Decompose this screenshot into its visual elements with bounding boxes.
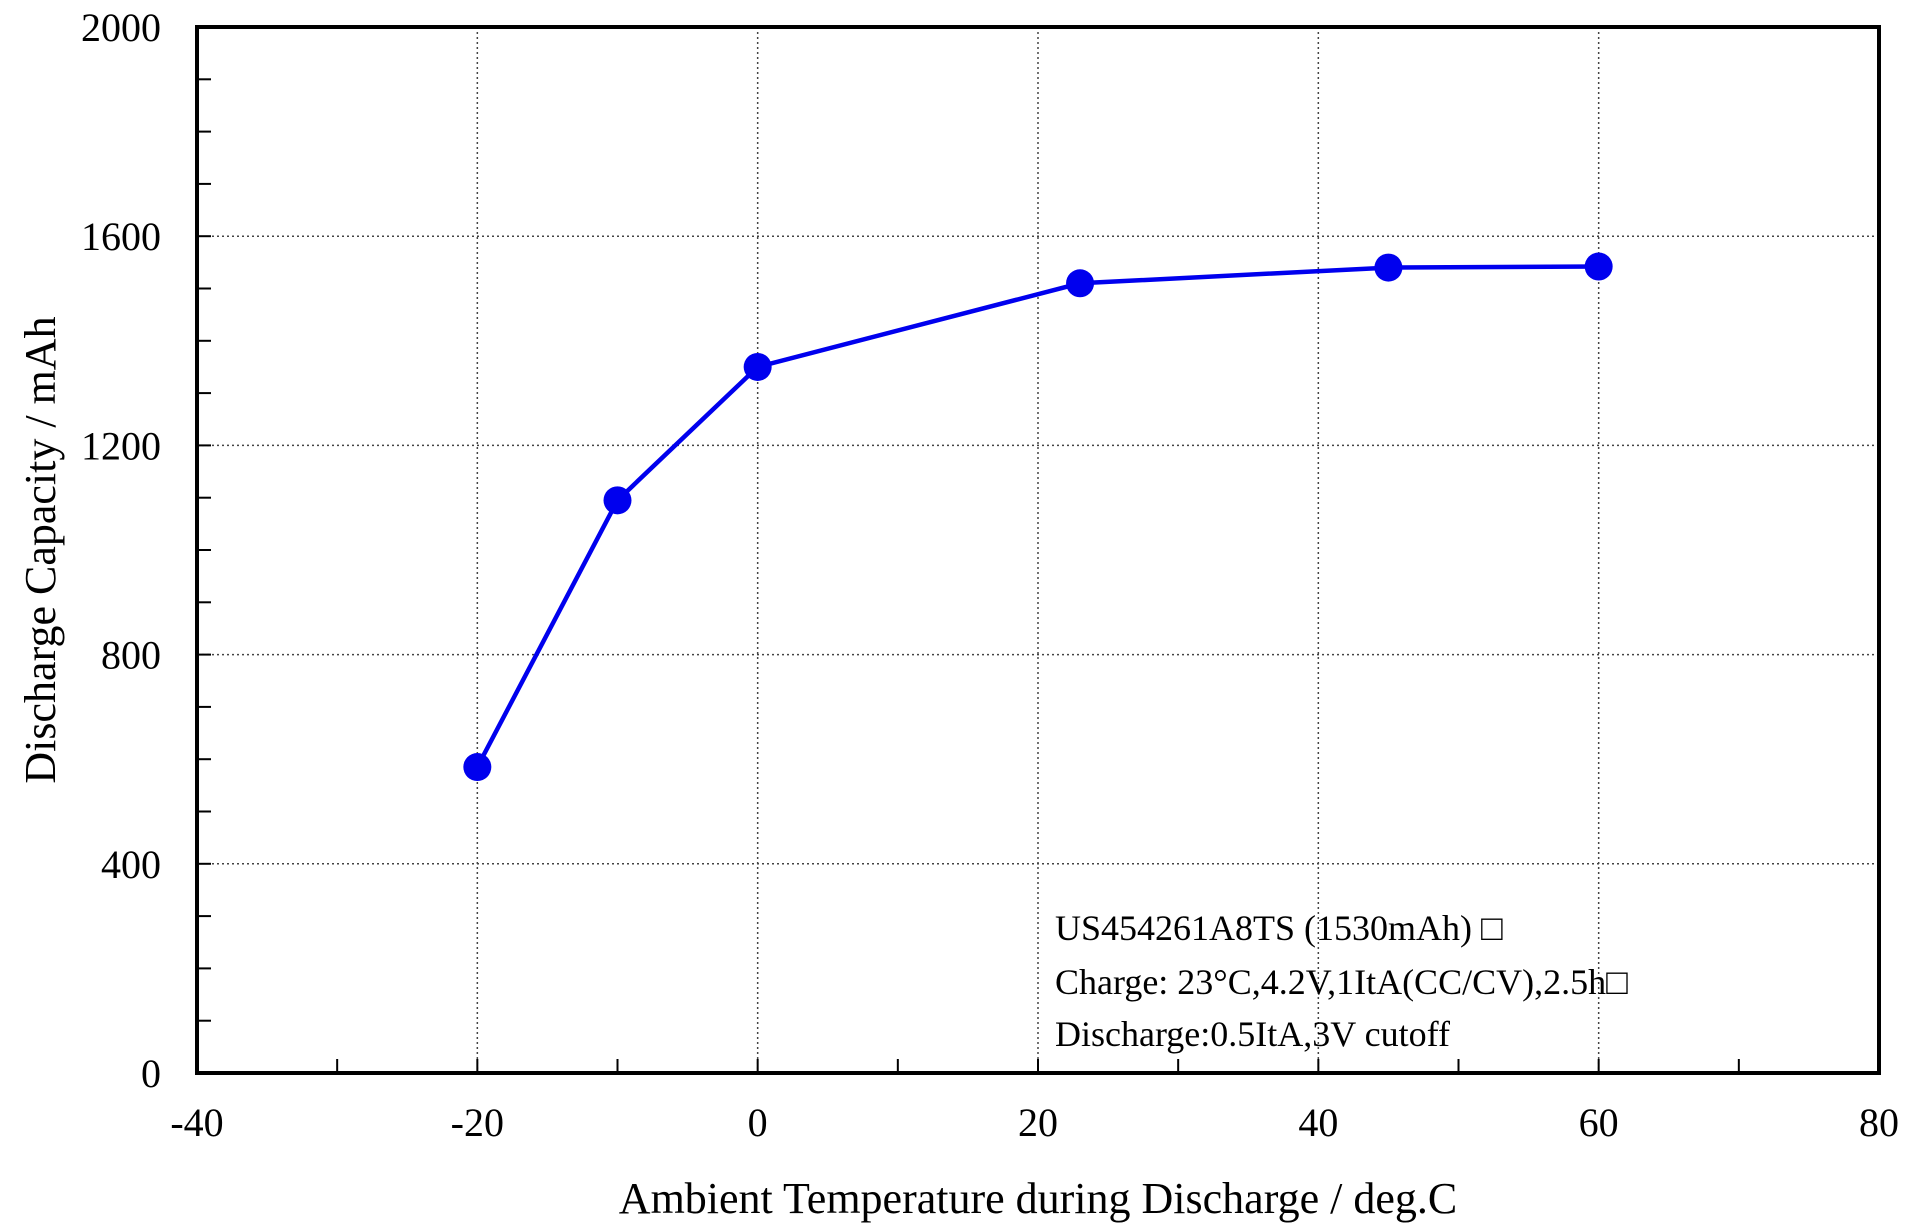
annotation-line-3: Discharge:0.5ItA,3V cutoff xyxy=(1055,1014,1450,1054)
annotation-line-2: Charge: 23°C,4.2V,1ItA(CC/CV),2.5h□ xyxy=(1055,962,1628,1002)
x-axis-title: Ambient Temperature during Discharge / d… xyxy=(619,1174,1457,1223)
data-point xyxy=(743,352,772,381)
series-line xyxy=(475,264,1599,769)
x-tick-label: -20 xyxy=(451,1100,504,1145)
annotation-box: US454261A8TS (1530mAh) □ Charge: 23°C,4.… xyxy=(1055,908,1628,1054)
y-tick-label: 0 xyxy=(141,1051,161,1096)
plot-frame xyxy=(195,25,1881,1075)
x-tick-label: 80 xyxy=(1859,1100,1899,1145)
y-tick-label: 400 xyxy=(101,842,161,887)
data-point xyxy=(1584,252,1613,281)
x-tick-label: 60 xyxy=(1579,1100,1619,1145)
minor-ticks xyxy=(197,78,1740,1073)
series xyxy=(463,252,1613,782)
data-point xyxy=(603,486,632,515)
data-point xyxy=(1374,253,1403,282)
y-tick-label: 800 xyxy=(101,633,161,678)
x-tick-label: 20 xyxy=(1018,1100,1058,1145)
y-tick-label: 1600 xyxy=(81,214,161,259)
x-tick-label: -40 xyxy=(170,1100,223,1145)
y-axis-title: Discharge Capacity / mAh xyxy=(16,316,65,783)
grid xyxy=(197,27,1879,1073)
x-tick-label: 40 xyxy=(1298,1100,1338,1145)
x-tick-label: 0 xyxy=(748,1100,768,1145)
data-point xyxy=(1066,269,1095,298)
y-tick-label: 2000 xyxy=(81,5,161,50)
y-tick-label: 1200 xyxy=(81,423,161,468)
data-point xyxy=(463,753,492,782)
annotation-line-1: US454261A8TS (1530mAh) □ xyxy=(1055,908,1503,948)
